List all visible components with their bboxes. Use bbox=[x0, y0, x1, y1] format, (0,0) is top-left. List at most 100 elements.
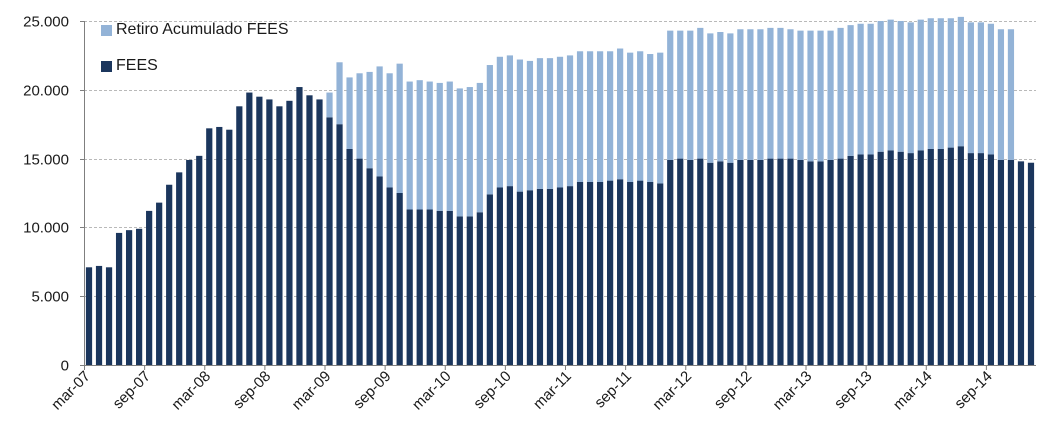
bar-retiro bbox=[546, 58, 554, 189]
bar-fees bbox=[95, 265, 103, 365]
bar-retiro bbox=[346, 77, 353, 149]
bar-fees bbox=[416, 209, 423, 365]
bar-retiro bbox=[997, 29, 1005, 160]
bar-retiro bbox=[356, 73, 363, 159]
bar-retiro bbox=[1007, 29, 1015, 160]
x-tick-label: sep-13 bbox=[831, 368, 875, 412]
y-tick-label: 20.000 bbox=[23, 83, 69, 100]
bar-fees bbox=[176, 172, 183, 365]
x-tick-label: sep-07 bbox=[110, 368, 154, 412]
bar-fees bbox=[556, 187, 564, 365]
bar-retiro bbox=[406, 81, 413, 210]
bar-fees bbox=[136, 228, 143, 365]
bar-fees bbox=[216, 126, 223, 366]
bar-retiro bbox=[727, 33, 734, 163]
bar-fees bbox=[637, 180, 644, 365]
bar-retiro bbox=[536, 58, 544, 189]
bar-fees bbox=[647, 181, 654, 365]
bar-fees bbox=[356, 158, 363, 365]
bar-retiro bbox=[737, 29, 744, 160]
x-tick-label: mar-07 bbox=[48, 368, 94, 414]
bar-retiro bbox=[927, 18, 934, 149]
bar-retiro bbox=[777, 27, 784, 159]
bar-fees bbox=[186, 159, 193, 365]
bar-fees bbox=[907, 153, 914, 365]
x-tick-label: mar-09 bbox=[289, 368, 335, 414]
bar-retiro bbox=[687, 30, 694, 160]
bar-fees bbox=[627, 181, 634, 365]
legend-label-retiro: Retiro Acumulado FEES bbox=[116, 21, 289, 38]
bar-fees bbox=[596, 181, 604, 365]
bar-fees bbox=[146, 210, 153, 365]
x-tick-label: mar-10 bbox=[409, 368, 455, 414]
bar-fees bbox=[466, 216, 473, 365]
bar-retiro bbox=[897, 21, 904, 152]
x-tick-label: mar-14 bbox=[890, 368, 936, 414]
bar-fees bbox=[346, 148, 353, 365]
y-tick-label: 15.000 bbox=[23, 152, 69, 169]
bar-fees bbox=[727, 162, 734, 365]
bar-fees bbox=[767, 158, 774, 365]
bar-fees bbox=[166, 184, 173, 365]
bar-fees bbox=[867, 154, 874, 365]
bar-fees bbox=[717, 161, 724, 365]
bar-fees bbox=[386, 187, 393, 365]
bar-retiro bbox=[767, 27, 774, 159]
bar-fees bbox=[536, 188, 544, 365]
bar-fees bbox=[506, 186, 514, 365]
bar-fees bbox=[516, 191, 524, 365]
bar-fees bbox=[827, 159, 834, 365]
y-tick-label: 10.000 bbox=[23, 220, 69, 237]
bar-retiro bbox=[436, 82, 443, 211]
x-tick-label: sep-11 bbox=[591, 368, 635, 412]
bar-fees bbox=[857, 154, 864, 365]
bar-fees bbox=[847, 155, 854, 365]
bars bbox=[85, 16, 1035, 366]
bar-fees bbox=[366, 168, 373, 365]
bar-fees bbox=[526, 190, 534, 365]
bar-fees bbox=[617, 179, 624, 365]
bar-fees bbox=[486, 194, 493, 365]
bar-fees bbox=[747, 159, 754, 365]
bar-retiro bbox=[506, 55, 514, 187]
bar-retiro bbox=[586, 51, 594, 182]
bar-retiro bbox=[556, 56, 564, 188]
bar-fees bbox=[266, 99, 273, 365]
bar-retiro bbox=[576, 51, 584, 182]
bar-fees bbox=[887, 150, 894, 365]
bar-retiro bbox=[847, 25, 854, 156]
bar-fees bbox=[937, 148, 944, 365]
bar-fees bbox=[667, 159, 674, 365]
bar-fees bbox=[125, 230, 133, 365]
legend-swatch-fees bbox=[101, 60, 112, 72]
bar-retiro bbox=[817, 30, 824, 162]
bar-fees bbox=[817, 161, 824, 365]
bar-fees bbox=[376, 176, 383, 365]
bar-fees bbox=[156, 202, 163, 365]
bar-fees bbox=[877, 151, 884, 365]
bar-retiro bbox=[877, 21, 884, 152]
x-tick-labels: mar-07 sep-07 mar-08 sep-08 mar-09 sep-09 mar-… bbox=[48, 368, 996, 414]
bar-fees bbox=[757, 159, 764, 365]
legend-label-fees: FEES bbox=[116, 57, 158, 74]
bar-fees bbox=[677, 158, 684, 365]
bar-fees bbox=[837, 158, 844, 365]
bar-fees bbox=[316, 99, 323, 365]
bar-retiro bbox=[606, 51, 614, 181]
bar-retiro bbox=[516, 59, 524, 192]
bar-retiro bbox=[416, 80, 423, 210]
bar-fees bbox=[426, 209, 433, 365]
bar-retiro bbox=[807, 30, 814, 162]
bar-fees bbox=[396, 193, 403, 365]
bar-retiro bbox=[456, 88, 463, 217]
bar-fees bbox=[105, 267, 113, 365]
bar-retiro bbox=[336, 62, 343, 125]
bar-fees bbox=[897, 151, 904, 365]
legend: Retiro Acumulado FEES FEES bbox=[101, 12, 289, 84]
bar-fees bbox=[236, 106, 243, 365]
bar-fees bbox=[977, 153, 984, 365]
bar-retiro bbox=[617, 48, 624, 180]
bar-fees bbox=[606, 180, 614, 365]
bar-fees bbox=[737, 159, 744, 365]
